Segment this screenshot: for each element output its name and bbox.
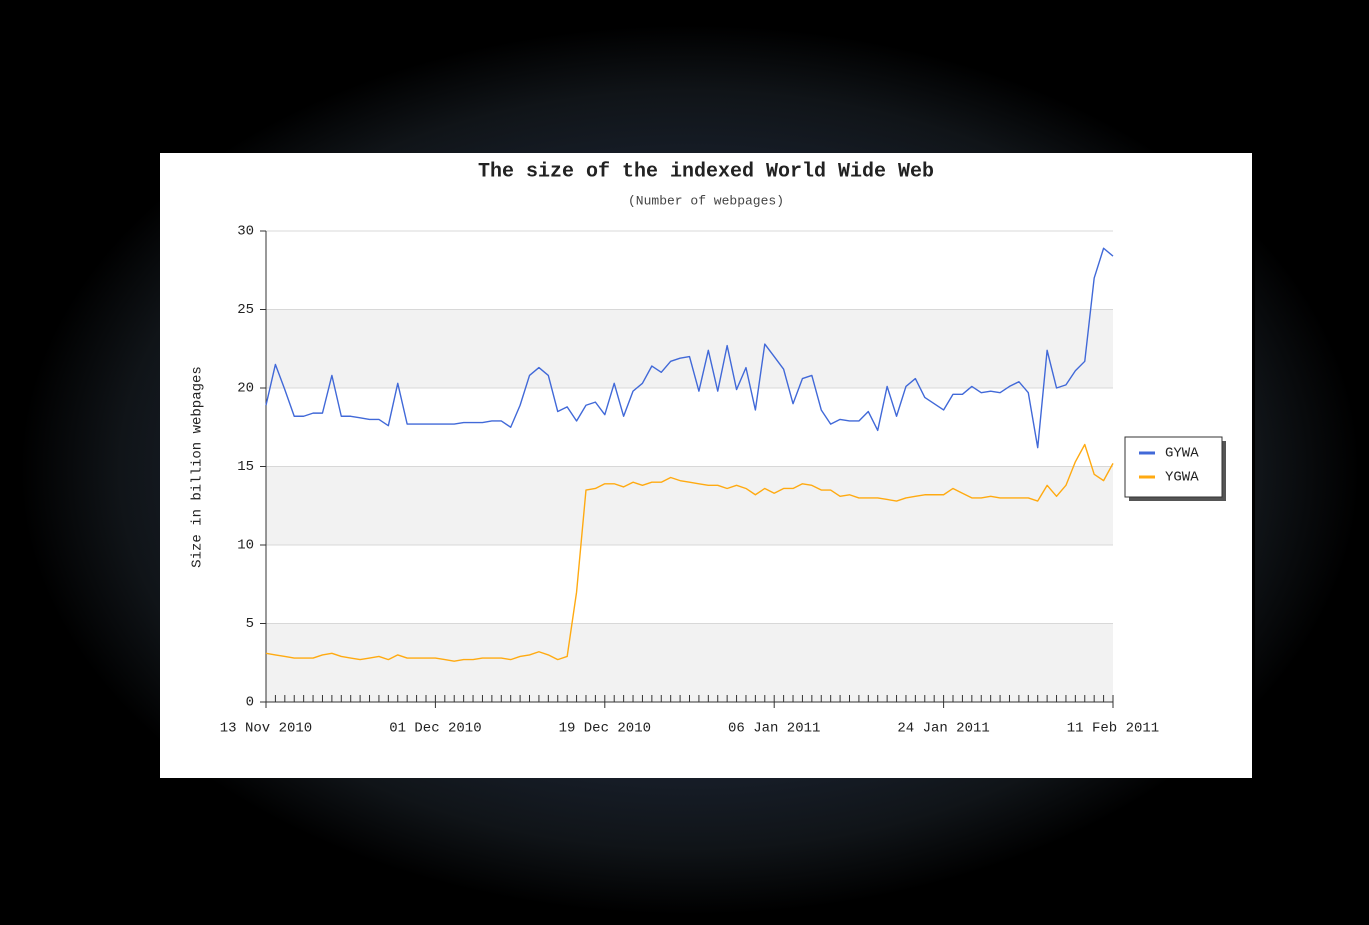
y-tick-label: 25 bbox=[237, 302, 254, 318]
y-tick-label: 5 bbox=[246, 616, 254, 632]
grid-band bbox=[266, 310, 1113, 389]
page: {"chart_data": { "type": "line", "title"… bbox=[0, 0, 1369, 925]
x-tick-label: 11 Feb 2011 bbox=[1067, 721, 1159, 737]
x-tick-label: 06 Jan 2011 bbox=[728, 721, 820, 737]
y-tick-label: 0 bbox=[246, 695, 254, 711]
grid-band bbox=[266, 624, 1113, 703]
y-tick-label: 20 bbox=[237, 381, 254, 397]
legend-label: GYWA bbox=[1165, 446, 1199, 462]
x-tick-label: 01 Dec 2010 bbox=[389, 721, 481, 737]
chart-title: The size of the indexed World Wide Web bbox=[478, 160, 934, 183]
y-tick-label: 10 bbox=[237, 538, 254, 554]
legend-label: YGWA bbox=[1165, 470, 1199, 486]
chart: The size of the indexed World Wide Web (… bbox=[0, 0, 1369, 925]
x-tick-label: 24 Jan 2011 bbox=[897, 721, 989, 737]
y-tick-label: 30 bbox=[237, 224, 254, 240]
x-tick-label: 13 Nov 2010 bbox=[220, 721, 312, 737]
grid bbox=[266, 231, 1113, 702]
y-axis-label: Size in billion webpages bbox=[190, 366, 206, 568]
grid-band bbox=[266, 467, 1113, 546]
y-tick-label: 15 bbox=[237, 459, 254, 475]
x-tick-label: 19 Dec 2010 bbox=[559, 721, 651, 737]
chart-subtitle: (Number of webpages) bbox=[628, 193, 784, 208]
